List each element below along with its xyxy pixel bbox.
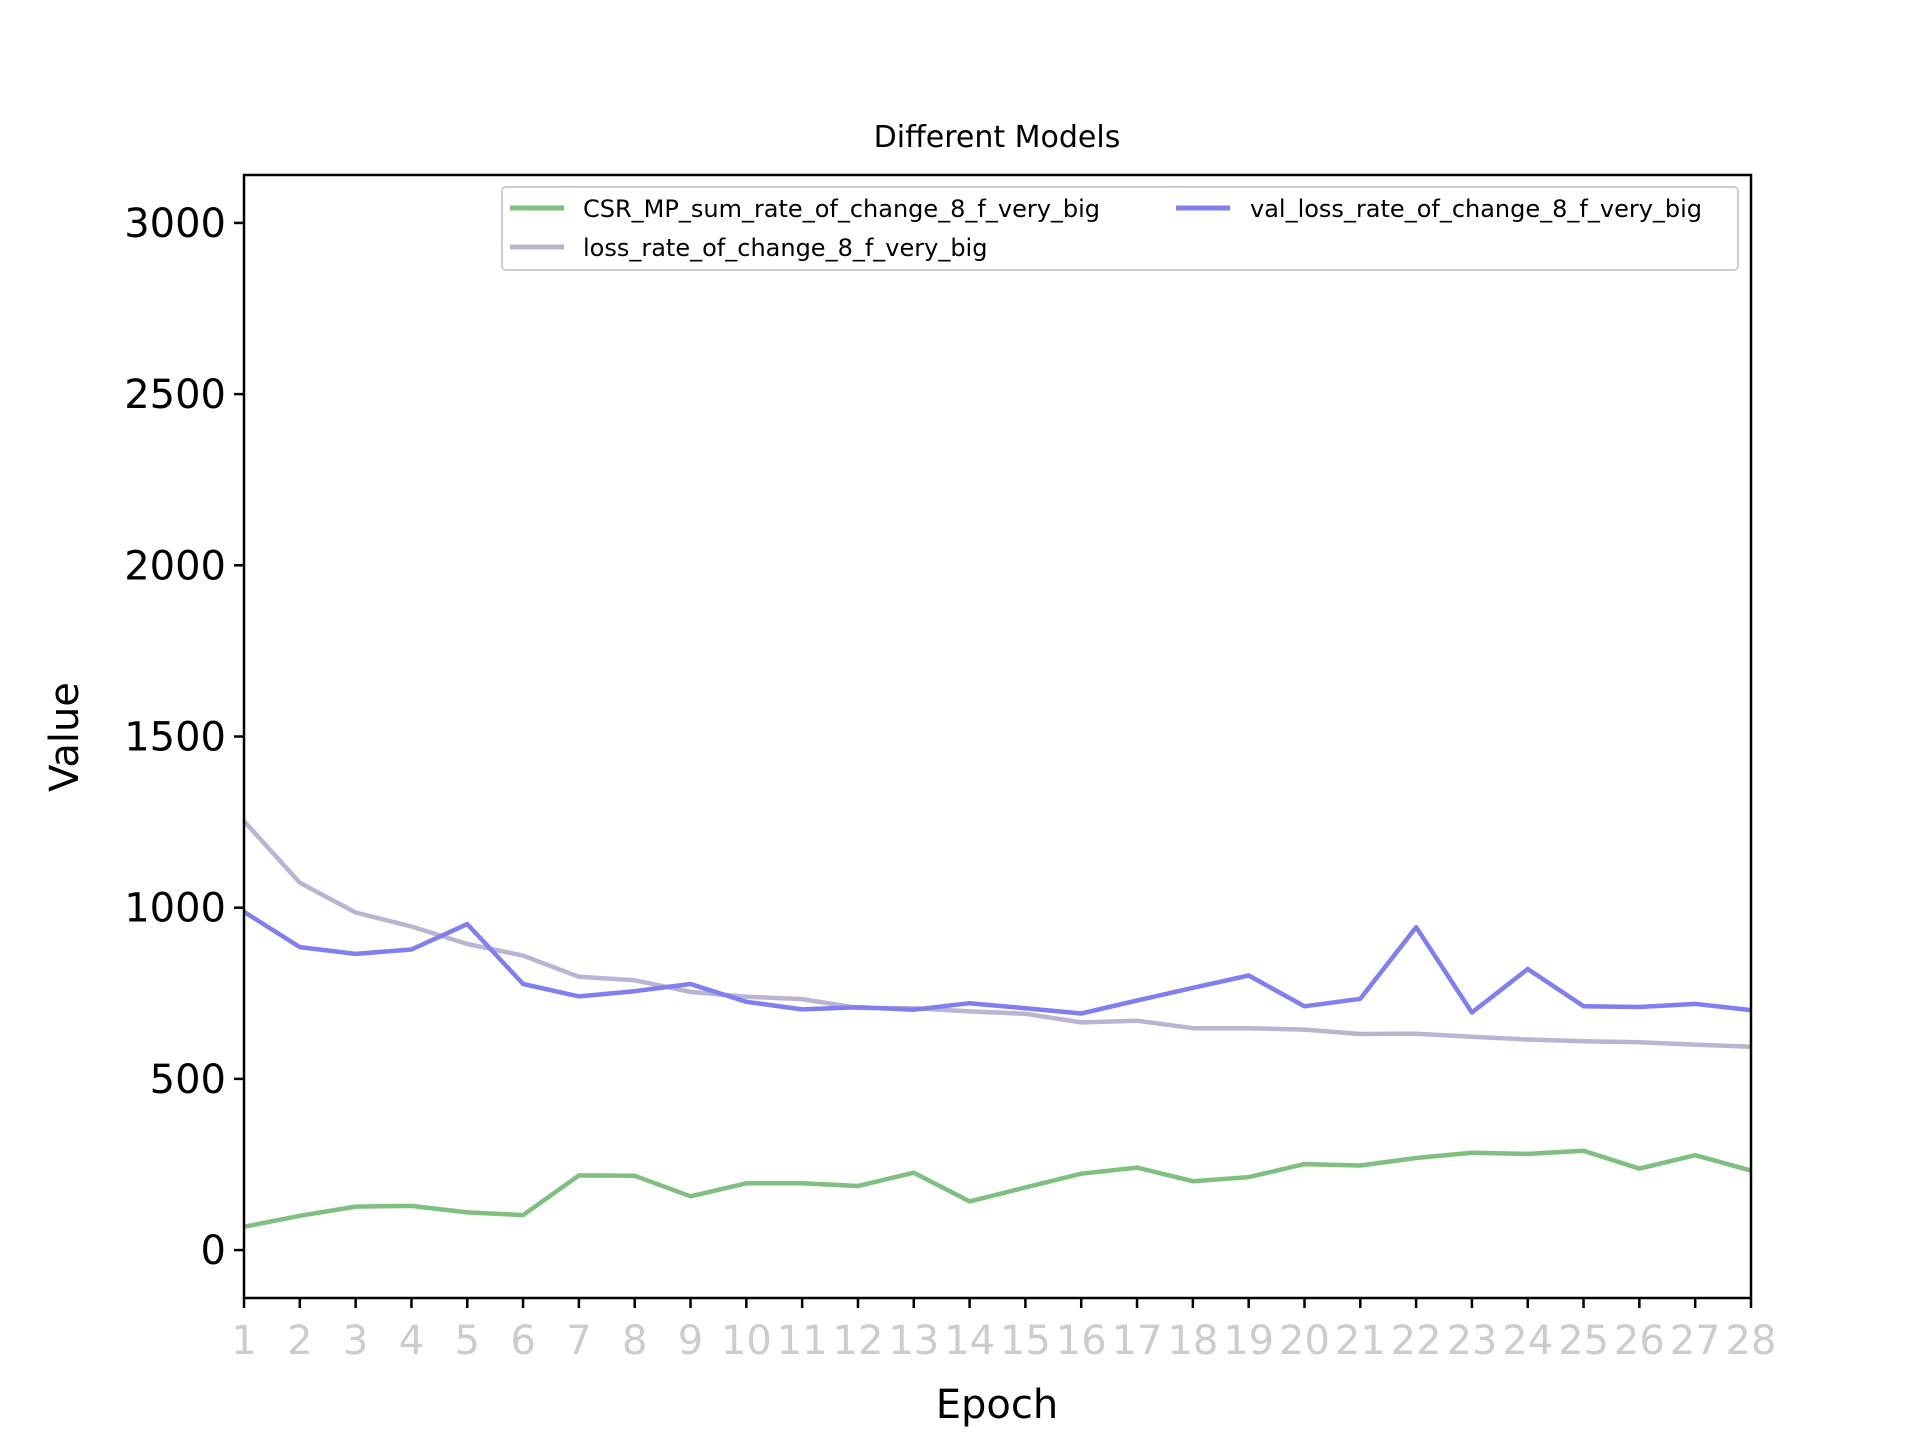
y-tick-label: 500 <box>150 1057 226 1103</box>
legend-label-loss: loss_rate_of_change_8_f_very_big <box>583 234 987 262</box>
series-line-loss <box>242 819 1752 1049</box>
y-tick-label: 1500 <box>124 715 226 761</box>
x-axis-ticks: 1 2 3 4 5 6 7 8 9 10 11 12 13 14 15 16 17 18 19 20 21 22 23 24 2… <box>231 1298 1776 1364</box>
legend-label-val-loss: val_loss_rate_of_change_8_f_very_big <box>1250 195 1702 223</box>
y-tick-label: 2000 <box>124 543 226 589</box>
x-tick-label: 20 <box>1279 1318 1330 1364</box>
series-lines <box>242 819 1752 1230</box>
y-tick-label: 1000 <box>124 886 226 932</box>
x-tick-label: 28 <box>1726 1318 1777 1364</box>
y-tick-label: 2500 <box>124 372 226 418</box>
x-tick-label: 27 <box>1670 1318 1721 1364</box>
y-tick-label: 0 <box>201 1228 226 1274</box>
series-line-val-loss <box>242 909 1752 1016</box>
y-axis-label: Value <box>42 682 88 792</box>
series-line-csr <box>243 1148 1752 1230</box>
x-axis-label: Epoch <box>936 1382 1058 1428</box>
x-tick-label: 12 <box>833 1318 884 1364</box>
x-tick-label: 14 <box>944 1318 995 1364</box>
x-tick-label: 5 <box>455 1318 480 1364</box>
x-tick-label: 10 <box>721 1318 772 1364</box>
x-tick-label: 7 <box>566 1318 591 1364</box>
x-tick-label: 17 <box>1112 1318 1163 1364</box>
legend-frame <box>501 186 1739 271</box>
x-tick-label: 9 <box>678 1318 703 1364</box>
x-tick-label: 11 <box>777 1318 828 1364</box>
x-tick-label: 8 <box>622 1318 647 1364</box>
y-tick-label: 3000 <box>124 201 226 247</box>
chart-title: Different Models <box>874 120 1121 155</box>
x-tick-label: 19 <box>1223 1318 1274 1364</box>
x-tick-label: 2 <box>287 1318 312 1364</box>
x-tick-label: 24 <box>1502 1318 1553 1364</box>
x-tick-label: 3 <box>343 1318 368 1364</box>
x-tick-label: 22 <box>1391 1318 1442 1364</box>
x-tick-label: 16 <box>1056 1318 1107 1364</box>
x-tick-label: 21 <box>1335 1318 1386 1364</box>
x-tick-label: 15 <box>1000 1318 1051 1364</box>
legend: CSR_MP_sum_rate_of_change_8_f_very_big v… <box>501 186 1739 271</box>
x-tick-label: 23 <box>1446 1318 1497 1364</box>
y-axis-ticks: 0 500 1000 1500 2000 2500 3000 <box>124 201 244 1274</box>
x-tick-label: 6 <box>510 1318 535 1364</box>
x-tick-label: 26 <box>1614 1318 1665 1364</box>
x-tick-label: 25 <box>1558 1318 1609 1364</box>
x-tick-label: 1 <box>231 1318 256 1364</box>
x-tick-label: 18 <box>1167 1318 1218 1364</box>
x-tick-label: 4 <box>399 1318 424 1364</box>
legend-label-csr: CSR_MP_sum_rate_of_change_8_f_very_big <box>583 195 1100 223</box>
x-tick-label: 13 <box>888 1318 939 1364</box>
